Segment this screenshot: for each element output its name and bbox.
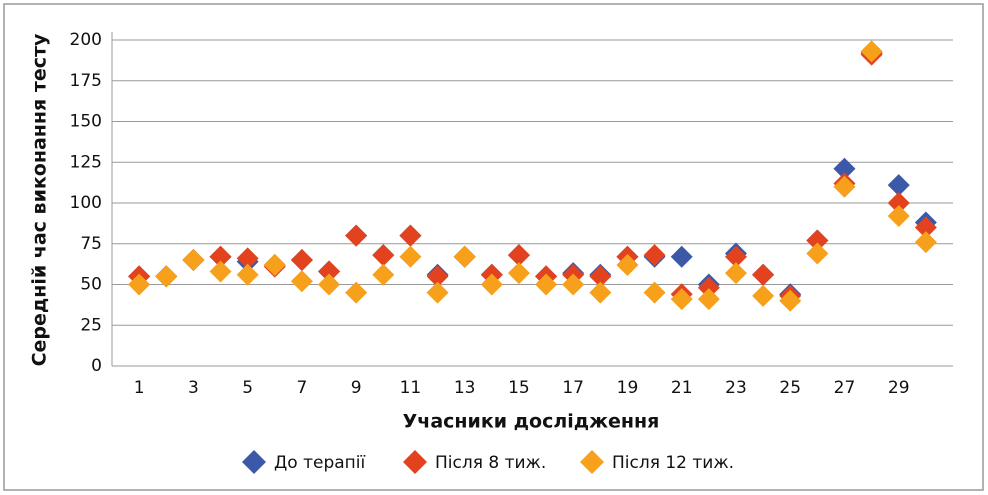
point [426,281,449,304]
point [724,245,747,268]
legend-marker [403,450,427,474]
point [887,205,910,228]
point [589,281,612,304]
legend-label: До терапії [274,453,365,473]
x-tick-label: 29 [888,378,910,398]
point [236,263,259,286]
point [453,245,476,268]
x-tick-label: 1 [134,378,145,398]
y-tick-label: 100 [70,193,102,213]
x-tick-label: 17 [562,378,584,398]
x-tick-label: 7 [296,378,307,398]
x-tick-label: 11 [400,378,422,398]
y-tick-label: 50 [80,275,102,295]
point [372,244,395,267]
point [833,157,856,180]
point [182,249,205,272]
point [914,216,937,239]
point [806,229,829,252]
point [833,175,856,198]
y-tick-label: 0 [91,356,102,376]
point [697,288,720,311]
y-tick-label: 200 [70,30,102,50]
y-tick-label: 75 [80,234,102,254]
x-tick-label: 15 [508,378,530,398]
point [697,276,720,299]
point [779,289,802,312]
point [562,273,585,296]
legend-marker [580,450,604,474]
point [345,281,368,304]
point [752,263,775,286]
point [426,265,449,288]
x-tick-label: 21 [671,378,693,398]
point [345,224,368,247]
point [290,270,313,293]
x-tick-label: 23 [725,378,747,398]
point [128,273,151,296]
point [209,245,232,268]
y-tick-label: 175 [70,71,102,91]
point [318,273,341,296]
x-tick-label: 19 [617,378,639,398]
y-tick-label: 125 [70,152,102,172]
x-tick-label: 9 [351,378,362,398]
point [290,249,313,272]
point [887,174,910,197]
point [507,244,530,267]
point [372,263,395,286]
x-axis-title: Учасники дослідження [403,411,660,433]
legend-marker [242,450,266,474]
point [670,245,693,268]
point [643,281,666,304]
point [670,288,693,311]
point [209,260,232,283]
point [236,247,259,270]
legend-label: Після 8 тиж. [435,453,546,473]
point [914,231,937,254]
x-tick-label: 25 [779,378,801,398]
point [643,244,666,267]
point [399,224,422,247]
legend-label: Після 12 тиж. [612,453,734,473]
point [589,265,612,288]
point [860,40,883,63]
point [806,242,829,265]
x-tick-label: 3 [188,378,199,398]
point [155,265,178,288]
x-tick-label: 27 [834,378,856,398]
point [724,262,747,285]
point [535,273,558,296]
point [399,245,422,268]
point [887,192,910,214]
point [752,284,775,307]
point [507,262,530,285]
point [616,253,639,276]
point [263,253,286,276]
x-tick-label: 5 [242,378,253,398]
y-tick-label: 150 [70,112,102,132]
y-tick-label: 25 [80,315,102,335]
chart-frame [3,3,984,491]
x-tick-label: 13 [454,378,476,398]
y-axis-title: Середній час виконання тесту [29,33,51,366]
point [318,260,341,283]
point [480,273,503,296]
